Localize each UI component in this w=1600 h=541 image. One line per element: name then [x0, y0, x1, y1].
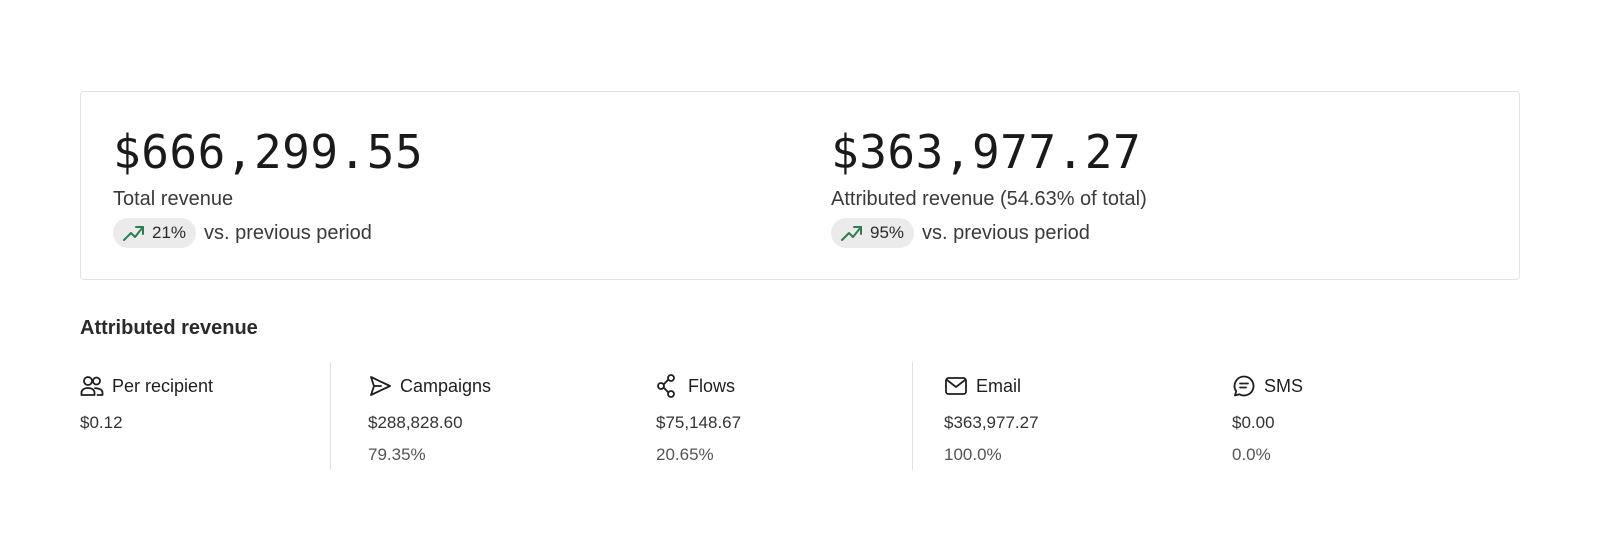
trending-up-icon: [123, 226, 144, 241]
send-icon: [370, 376, 391, 396]
breakdown-value: $363,977.27: [944, 413, 1039, 432]
attributed-revenue-value: $363,977.27: [831, 125, 1142, 179]
breakdown-percent: 79.35%: [368, 445, 426, 464]
total-revenue-value: $666,299.55: [113, 125, 424, 179]
trending-up-icon: [841, 226, 862, 241]
breakdown-per-recipient: Per recipient $0.12: [80, 362, 368, 434]
breakdown-label: Per recipient: [112, 375, 214, 396]
total-revenue-label: Total revenue: [113, 188, 234, 210]
breakdown-label: Campaigns: [400, 375, 492, 396]
revenue-summary-card: $666,299.55 Total revenue 21% vs. previo…: [80, 91, 1520, 280]
breakdown-flows: Flows $75,148.67 20.65%: [656, 362, 944, 466]
breakdown-label: Email: [976, 375, 1022, 396]
breakdown-header: Per recipient: [80, 372, 368, 400]
breakdown-header: Flows: [656, 372, 944, 400]
breakdown-value: $288,828.60: [368, 413, 463, 432]
breakdown-label: Flows: [688, 375, 736, 396]
breakdown-campaigns: Campaigns $288,828.60 79.35%: [368, 362, 656, 466]
total-revenue-metric: $666,299.55 Total revenue 21% vs. previo…: [113, 128, 423, 248]
change-badge: 21%: [113, 218, 197, 248]
attributed-revenue-label: Attributed revenue (54.63% of total): [831, 188, 1147, 210]
change-badge: 95%: [831, 218, 915, 248]
breakdown-sms: SMS $0.00 0.0%: [1232, 362, 1520, 466]
section-title: Attributed revenue: [80, 317, 258, 339]
breakdown-email: Email $363,977.27 100.0%: [944, 362, 1232, 466]
change-percent: 21%: [152, 223, 187, 242]
attributed-revenue-breakdown: Per recipient $0.12 Campaigns $288,828.6…: [80, 362, 1520, 470]
mail-icon: [945, 377, 967, 395]
breakdown-value: $0.12: [80, 413, 123, 432]
flow-icon: [657, 374, 675, 398]
attributed-revenue-change: 95% vs. previous period: [831, 218, 1147, 248]
breakdown-header: Email: [944, 372, 1232, 400]
breakdown-percent: 20.65%: [656, 445, 714, 464]
breakdown-header: Campaigns: [368, 372, 656, 400]
column-divider: [912, 362, 913, 470]
change-suffix: vs. previous period: [204, 221, 372, 244]
breakdown-percent: 0.0%: [1232, 445, 1271, 464]
total-revenue-change: 21% vs. previous period: [113, 218, 423, 248]
sms-icon: [1233, 375, 1255, 397]
breakdown-value: $0.00: [1232, 413, 1275, 432]
breakdown-percent: 100.0%: [944, 445, 1002, 464]
users-icon: [80, 376, 104, 396]
attributed-revenue-metric: $363,977.27 Attributed revenue (54.63% o…: [831, 128, 1147, 248]
breakdown-label: SMS: [1264, 375, 1304, 396]
change-percent: 95%: [870, 223, 905, 242]
column-divider: [330, 362, 331, 470]
breakdown-value: $75,148.67: [656, 413, 742, 432]
breakdown-header: SMS: [1232, 372, 1520, 400]
change-suffix: vs. previous period: [922, 221, 1090, 244]
